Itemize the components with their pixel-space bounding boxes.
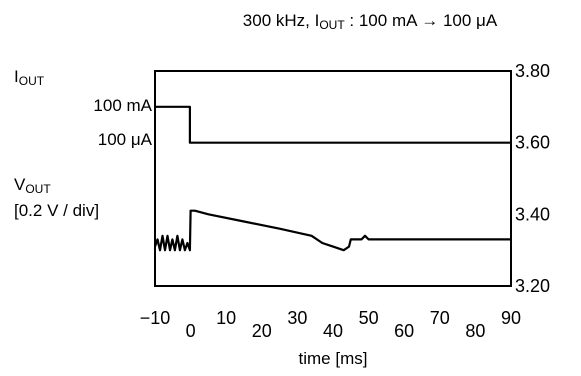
y-right-tick-label: 3.40 [515, 204, 550, 224]
x-tick-label: 80 [465, 321, 485, 341]
iout-level-low: 100 μA [98, 130, 153, 149]
x-tick-label: −10 [140, 308, 171, 328]
y-right-tick-label: 3.80 [515, 61, 550, 81]
x-axis-label: time [ms] [299, 349, 368, 368]
vout-series-line [153, 209, 511, 252]
vout-label: VOUT [14, 175, 51, 196]
y-right-tick-label: 3.20 [515, 276, 550, 296]
y-right-tick-label: 3.60 [515, 133, 550, 153]
x-tick-label: 40 [323, 321, 343, 341]
x-tick-label: 50 [359, 308, 379, 328]
x-tick-label: 90 [501, 308, 521, 328]
tick-layer: −10 0 10 20 30 40 50 60 70 80 90 3.80 3.60 3.40 3.20 [140, 61, 550, 341]
x-tick-label: 0 [186, 321, 196, 341]
x-tick-label: 60 [394, 321, 414, 341]
x-tick-label: 30 [287, 308, 307, 328]
chart-title: 300 kHz, IOUT : 100 mA → 100 μA [243, 11, 498, 32]
series-layer [153, 105, 511, 252]
iout-label: IOUT [14, 67, 45, 88]
x-tick-label: 70 [430, 308, 450, 328]
iout-series-line [155, 105, 511, 144]
x-tick-label: 10 [216, 308, 236, 328]
iout-level-high: 100 mA [93, 96, 152, 115]
x-tick-label: 20 [252, 321, 272, 341]
plot-frame [154, 70, 512, 287]
vout-scale-label: [0.2 V / div] [14, 201, 99, 220]
